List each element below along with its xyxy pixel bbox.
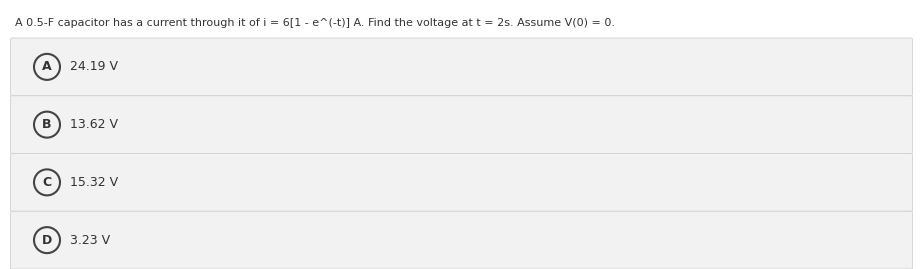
FancyBboxPatch shape (10, 211, 913, 269)
Text: D: D (42, 233, 52, 247)
Text: A: A (42, 60, 52, 73)
FancyBboxPatch shape (10, 154, 913, 211)
Text: C: C (42, 176, 52, 189)
Text: 3.23 V: 3.23 V (70, 233, 110, 247)
Circle shape (34, 169, 60, 195)
FancyBboxPatch shape (10, 38, 913, 96)
Circle shape (34, 112, 60, 138)
Text: A 0.5-F capacitor has a current through it of i = 6[1 - e^(-t)] A. Find the volt: A 0.5-F capacitor has a current through … (15, 18, 615, 28)
Text: 13.62 V: 13.62 V (70, 118, 118, 131)
Circle shape (34, 54, 60, 80)
Text: B: B (42, 118, 52, 131)
Text: 24.19 V: 24.19 V (70, 60, 118, 73)
FancyBboxPatch shape (10, 96, 913, 154)
Text: 15.32 V: 15.32 V (70, 176, 118, 189)
Circle shape (34, 227, 60, 253)
